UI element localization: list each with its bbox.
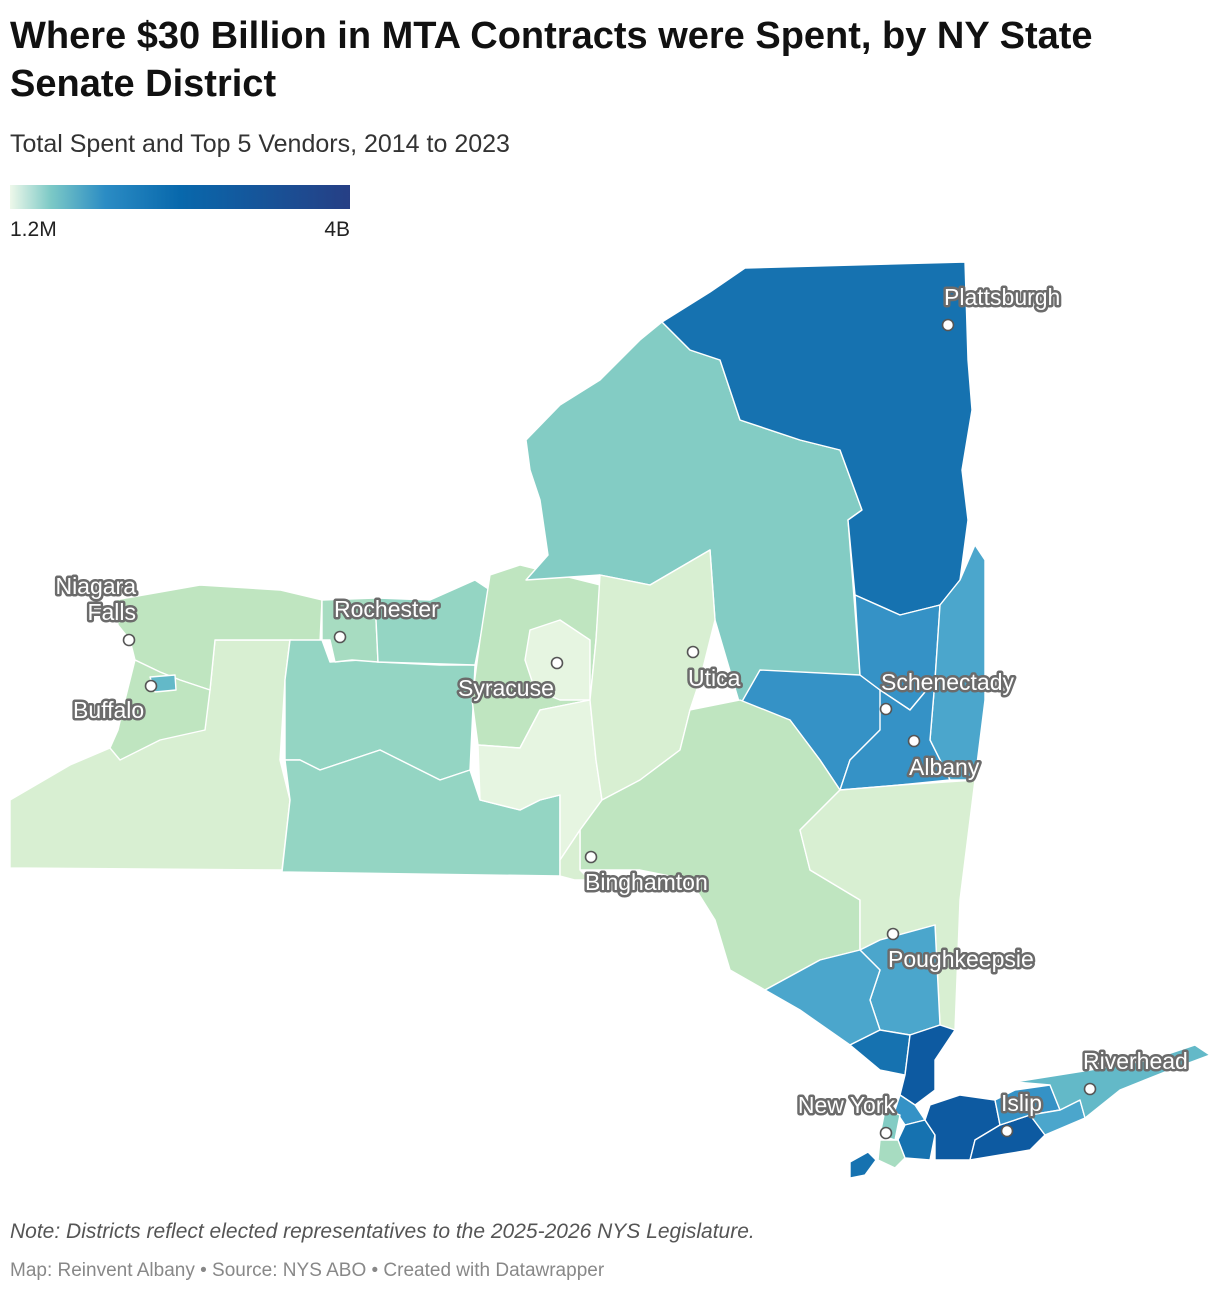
city-label-islip: Islip	[1001, 1090, 1042, 1116]
city-label-buffalo: Buffalo	[73, 697, 144, 723]
legend-min-label: 1.2M	[10, 218, 57, 241]
city-label-schenectady: Schenectady	[881, 669, 1014, 695]
city-labels: Plattsburgh Niagara Falls Rochester Syrac…	[53, 282, 1190, 1121]
city-label-niagara-falls: Niagara Falls	[55, 573, 136, 625]
city-label-binghamton: Binghamton	[585, 869, 708, 895]
city-dot-new-york	[879, 1126, 893, 1140]
city-label-new-york: New York	[798, 1092, 896, 1118]
chart-subtitle: Total Spent and Top 5 Vendors, 2014 to 2…	[10, 130, 510, 158]
city-dot-binghamton	[584, 850, 598, 864]
district-wayne[interactable]	[374, 579, 491, 666]
district-shapes	[9, 261, 1211, 1179]
city-label-albany: Albany	[909, 754, 980, 780]
district-staten-island[interactable]	[849, 1151, 877, 1179]
district-brooklyn[interactable]	[877, 1139, 906, 1169]
city-label-poughkeepsie: Poughkeepsie	[888, 946, 1034, 972]
city-dot-rochester	[333, 630, 347, 644]
city-dot-islip	[1000, 1124, 1014, 1138]
city-dot-syracuse	[550, 656, 564, 670]
footer-credit: Map: Reinvent Albany • Source: NYS ABO •…	[10, 1260, 605, 1281]
color-legend: 1.2M 4B	[10, 185, 350, 241]
district-albany[interactable]	[839, 679, 951, 791]
district-washington[interactable]	[929, 544, 986, 781]
city-dot-poughkeepsie	[886, 927, 900, 941]
city-dot-buffalo	[144, 679, 158, 693]
city-markers	[122, 318, 1097, 1140]
city-dot-utica	[686, 645, 700, 659]
district-westchester[interactable]	[899, 1024, 956, 1106]
city-label-riverhead: Riverhead	[1083, 1048, 1188, 1074]
district-orange[interactable]	[764, 949, 881, 1046]
footer-note: Note: Districts reflect elected represen…	[10, 1220, 755, 1243]
legend-max-label: 4B	[324, 218, 350, 241]
city-dot-plattsburgh	[941, 318, 955, 332]
district-riverhead[interactable]	[1014, 1044, 1211, 1119]
city-dot-schenectady	[879, 702, 893, 716]
chart-title: Where $30 Billion in MTA Contracts were …	[10, 15, 1093, 105]
city-label-syracuse: Syracuse	[458, 675, 554, 701]
city-label-plattsburgh: Plattsburgh	[944, 284, 1060, 310]
city-label-rochester: Rochester	[334, 596, 439, 622]
city-dot-riverhead	[1083, 1082, 1097, 1096]
district-map: Plattsburgh Niagara Falls Rochester Syrac…	[9, 261, 1211, 1179]
city-dot-niagara-falls	[122, 633, 136, 647]
legend-gradient-bar	[10, 185, 350, 209]
district-binghamton[interactable]	[559, 829, 591, 881]
city-label-utica: Utica	[688, 665, 741, 691]
city-dot-albany	[907, 734, 921, 748]
